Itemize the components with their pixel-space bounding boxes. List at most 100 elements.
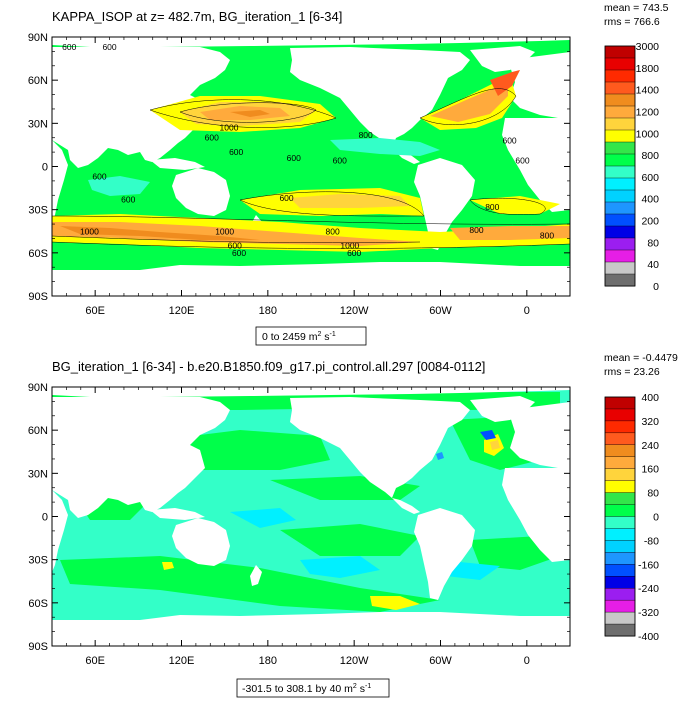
colorbar-swatch [604,528,636,541]
anomaly-pos-acc [60,556,440,612]
colorbar-swatch [604,444,636,458]
colorbar-swatch [604,420,636,434]
colorbar-swatch [604,117,636,131]
anomaly-cold-n-atlantic-2 [436,452,444,460]
anomaly-cold-n-atlantic-1 [480,430,496,440]
panel-top-rms: rms = 766.6 [604,16,660,28]
y-tick-label: 60S [28,598,48,610]
australia-land [172,168,230,216]
antarctica-land [52,612,570,646]
contour-label: 600 [515,156,529,166]
panel-bottom-range-label: -301.5 to 308.1 by 40 m2 s-1 [242,683,371,695]
panel-bottom-mean: mean = -0.4479 [604,352,678,364]
y-tick-label: 30S [28,555,48,567]
panel-bottom-axes: 90N 60N 30N 0 30S 60S 90S 60E 120E 180 120W 60W 0 [28,382,570,667]
africa-east-land [502,118,570,212]
anomaly-hot-acc-2 [162,562,174,570]
colorbar-swatch [604,57,636,71]
africa-land [52,140,68,222]
band-1000-south-pacific [290,194,410,208]
panel-top-mean: mean = 743.5 [604,2,669,14]
panel-top: KAPPA_ISOP at z= 482.7m, BG_iteration_1 … [28,2,669,346]
colorbar-label: 1000 [636,128,660,140]
colorbar-label: 320 [641,416,659,428]
colorbar-label: 400 [641,392,659,404]
colorbar-swatch [604,564,636,577]
colorbar-swatch [604,456,636,470]
africa-land [52,490,68,572]
contour-label: 800 [540,231,554,241]
colorbar-swatch [604,552,636,565]
contour-label: 600 [232,248,246,258]
panel-bottom-rms: rms = 23.26 [604,366,660,378]
contour-label: 600 [287,153,301,163]
colorbar-swatch [604,177,636,191]
colorbar-label: 80 [647,237,659,249]
contour-label: 600 [502,136,516,146]
colorbar-label: -160 [638,559,659,571]
colorbar-swatch [604,237,636,251]
colorbar-swatch [604,213,636,227]
band-800-south-atlantic [470,196,560,214]
y-tick-label: 30S [28,205,48,217]
x-tick-label: 120E [169,655,195,667]
contour-label: 1000 [340,241,359,251]
panel-top-axes: 90N 60N 30N 0 30S 60S 90S 60E 120E 180 120W 60W 0 [28,32,570,317]
contour-label: 600 [92,172,106,182]
colorbar-label: 1200 [636,106,660,118]
contour-label: 600 [228,241,242,251]
colorbar-swatch [604,69,636,83]
contour-label: 800 [325,226,339,236]
x-tick-label: 120E [169,305,195,317]
colorbar-swatch [604,492,636,506]
panel-top-range-frame [255,326,367,346]
colorbar-label: 40 [647,259,659,271]
colorbar-swatch [604,576,636,589]
colorbar-swatch [604,201,636,215]
panel-bottom-land [52,387,570,646]
panel-top-title: KAPPA_ISOP at z= 482.7m, BG_iteration_1 … [52,9,342,24]
contour-label: 600 [121,195,135,205]
panel-top-range-box: 0 to 2459 m2 s-1 [255,326,367,346]
colorbar-swatch [604,153,636,167]
contour-label: 800 [359,130,373,140]
north-america-land [290,47,470,148]
colorbar-swatch [604,45,636,59]
band-600-indian [88,176,150,196]
europe-land [508,52,570,120]
colorbar-swatch [604,468,636,482]
eurasia-land [52,397,230,518]
colorbar-label: 80 [647,488,659,500]
colorbar-label: -320 [638,607,659,619]
colorbar-swatch [604,249,636,263]
colorbar-swatch [604,105,636,119]
x-tick-label: 180 [259,655,277,667]
contour-label: 1000 [220,123,239,133]
australia-land [172,518,230,566]
colorbar-label: 0 [653,512,659,524]
y-tick-label: 0 [42,162,48,174]
colorbar-swatch [604,599,636,613]
colorbar-swatch [604,165,636,179]
contour-label: 600 [62,42,76,52]
colorbar-label: -400 [638,631,659,643]
band-acc-800 [52,214,570,252]
contour-label: 1000 [215,226,234,236]
contour-label: 600 [102,42,116,52]
colorbar-swatch [604,81,636,95]
contour-label: 600 [279,193,293,203]
colorbar-label: 200 [641,216,659,228]
band-1400-north-atlantic [490,70,520,96]
colorbar-label: 1800 [636,63,660,75]
north-america-land [290,397,470,498]
eurasia-land [52,47,230,168]
band-acc-east [450,226,570,240]
newzealand-land [250,565,262,586]
x-tick-label: 60E [85,655,105,667]
contour-label: 600 [347,248,361,258]
contour-label: 1000 [80,226,99,236]
greenland-land [470,46,535,72]
colorbar-swatch [604,516,636,529]
